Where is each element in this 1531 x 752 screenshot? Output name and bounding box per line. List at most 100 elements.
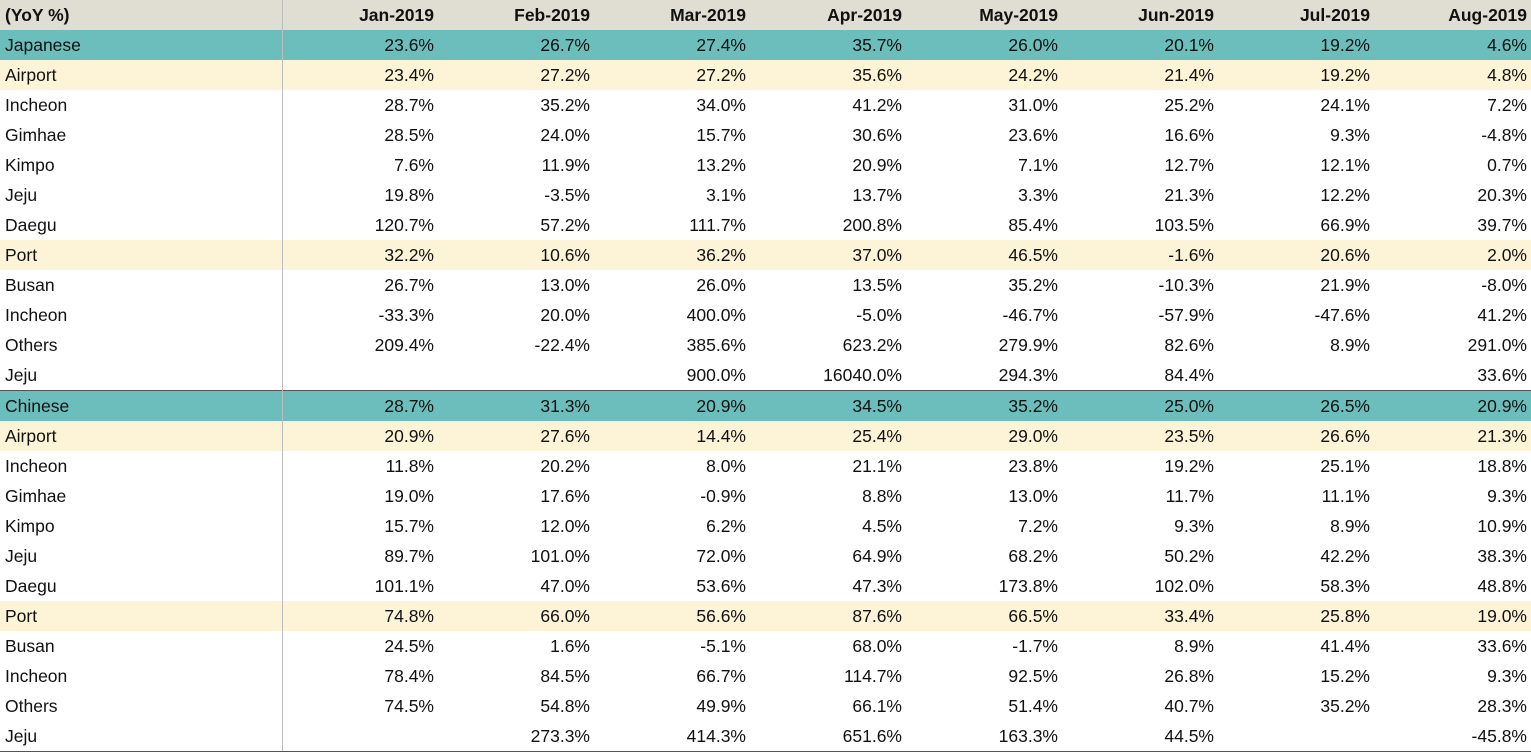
- value-cell: 13.2%: [594, 150, 750, 180]
- value-cell: 35.2%: [906, 390, 1062, 421]
- value-cell: 23.5%: [1062, 421, 1218, 451]
- value-cell: 15.2%: [1218, 661, 1374, 691]
- value-cell: -5.1%: [594, 631, 750, 661]
- value-cell: 24.5%: [282, 631, 438, 661]
- value-cell: -46.7%: [906, 300, 1062, 330]
- row-label-cell: Gimhae: [0, 120, 283, 150]
- value-cell: 31.3%: [438, 390, 594, 421]
- value-cell: 13.7%: [750, 180, 906, 210]
- detail-row: Incheon -33.3% 20.0% 400.0% -5.0% -46.7% -57.9…: [0, 300, 1531, 330]
- value-cell: 28.5%: [282, 120, 438, 150]
- value-cell: 8.0%: [594, 451, 750, 481]
- value-cell: [1218, 721, 1374, 752]
- row-label-cell: Incheon: [0, 451, 283, 481]
- value-cell: 11.1%: [1218, 481, 1374, 511]
- value-cell: 25.4%: [750, 421, 906, 451]
- value-cell: 78.4%: [282, 661, 438, 691]
- value-cell: 8.9%: [1062, 631, 1218, 661]
- month-header-cell: Jul-2019: [1218, 0, 1374, 30]
- value-cell: 48.8%: [1374, 571, 1531, 601]
- value-cell: 14.4%: [594, 421, 750, 451]
- row-label-cell: Daegu: [0, 210, 283, 240]
- value-cell: 2.0%: [1374, 240, 1531, 270]
- month-header-cell: Jan-2019: [282, 0, 438, 30]
- value-cell: 9.3%: [1218, 120, 1374, 150]
- value-cell: 26.5%: [1218, 390, 1374, 421]
- detail-row: Daegu 120.7% 57.2% 111.7% 200.8% 85.4% 103.5% 6…: [0, 210, 1531, 240]
- value-cell: 37.0%: [750, 240, 906, 270]
- value-cell: 31.0%: [906, 90, 1062, 120]
- value-cell: 27.2%: [438, 60, 594, 90]
- value-cell: 39.7%: [1374, 210, 1531, 240]
- value-cell: 20.3%: [1374, 180, 1531, 210]
- value-cell: -0.9%: [594, 481, 750, 511]
- row-label-cell: Gimhae: [0, 481, 283, 511]
- value-cell: 101.1%: [282, 571, 438, 601]
- value-cell: 19.8%: [282, 180, 438, 210]
- group-row: Chinese 28.7% 31.3% 20.9% 34.5% 35.2% 25.0% 26.…: [0, 390, 1531, 421]
- value-cell: 19.2%: [1062, 451, 1218, 481]
- value-cell: 53.6%: [594, 571, 750, 601]
- value-cell: 25.0%: [1062, 390, 1218, 421]
- value-cell: 20.6%: [1218, 240, 1374, 270]
- value-cell: 66.1%: [750, 691, 906, 721]
- value-cell: 68.0%: [750, 631, 906, 661]
- value-cell: -4.8%: [1374, 120, 1531, 150]
- value-cell: 64.9%: [750, 541, 906, 571]
- value-cell: [1218, 360, 1374, 391]
- value-cell: 13.5%: [750, 270, 906, 300]
- value-cell: 20.9%: [750, 150, 906, 180]
- value-cell: 24.2%: [906, 60, 1062, 90]
- value-cell: 20.1%: [1062, 30, 1218, 60]
- value-cell: [438, 360, 594, 391]
- value-cell: 24.0%: [438, 120, 594, 150]
- header-row: (YoY %) Jan-2019 Feb-2019 Mar-2019 Apr-2…: [0, 0, 1531, 30]
- value-cell: 9.3%: [1374, 481, 1531, 511]
- value-cell: 103.5%: [1062, 210, 1218, 240]
- detail-row: Incheon 11.8% 20.2% 8.0% 21.1% 23.8% 19.2% 25.1…: [0, 451, 1531, 481]
- value-cell: 40.7%: [1062, 691, 1218, 721]
- value-cell: 35.2%: [438, 90, 594, 120]
- value-cell: 47.0%: [438, 571, 594, 601]
- value-cell: 28.7%: [282, 390, 438, 421]
- value-cell: 66.9%: [1218, 210, 1374, 240]
- row-label-cell: Busan: [0, 631, 283, 661]
- value-cell: 23.6%: [282, 30, 438, 60]
- row-label-cell: Others: [0, 691, 283, 721]
- value-cell: 11.9%: [438, 150, 594, 180]
- value-cell: -8.0%: [1374, 270, 1531, 300]
- value-cell: 7.2%: [1374, 90, 1531, 120]
- value-cell: 651.6%: [750, 721, 906, 752]
- value-cell: 26.7%: [438, 30, 594, 60]
- value-cell: 16.6%: [1062, 120, 1218, 150]
- detail-row: Jeju 19.8% -3.5% 3.1% 13.7% 3.3% 21.3% 12.2% 20.…: [0, 180, 1531, 210]
- value-cell: 26.0%: [594, 270, 750, 300]
- detail-row: Others 74.5% 54.8% 49.9% 66.1% 51.4% 40.7% 35.2…: [0, 691, 1531, 721]
- value-cell: 66.5%: [906, 601, 1062, 631]
- value-cell: 68.2%: [906, 541, 1062, 571]
- detail-row: Incheon 78.4% 84.5% 66.7% 114.7% 92.5% 26.8% 15…: [0, 661, 1531, 691]
- value-cell: 30.6%: [750, 120, 906, 150]
- value-cell: 4.8%: [1374, 60, 1531, 90]
- value-cell: 29.0%: [906, 421, 1062, 451]
- value-cell: 27.4%: [594, 30, 750, 60]
- row-label-cell: Incheon: [0, 300, 283, 330]
- value-cell: 11.8%: [282, 451, 438, 481]
- value-cell: 12.0%: [438, 511, 594, 541]
- value-cell: 400.0%: [594, 300, 750, 330]
- value-cell: 26.0%: [906, 30, 1062, 60]
- value-cell: 20.9%: [282, 421, 438, 451]
- header-label-cell: (YoY %): [0, 0, 283, 30]
- value-cell: 26.7%: [282, 270, 438, 300]
- row-label-cell: Others: [0, 330, 283, 360]
- value-cell: 173.8%: [906, 571, 1062, 601]
- value-cell: -3.5%: [438, 180, 594, 210]
- value-cell: 32.2%: [282, 240, 438, 270]
- value-cell: 279.9%: [906, 330, 1062, 360]
- row-label-cell: Port: [0, 240, 283, 270]
- value-cell: 35.2%: [906, 270, 1062, 300]
- value-cell: 13.0%: [438, 270, 594, 300]
- value-cell: 66.0%: [438, 601, 594, 631]
- value-cell: 51.4%: [906, 691, 1062, 721]
- value-cell: 6.2%: [594, 511, 750, 541]
